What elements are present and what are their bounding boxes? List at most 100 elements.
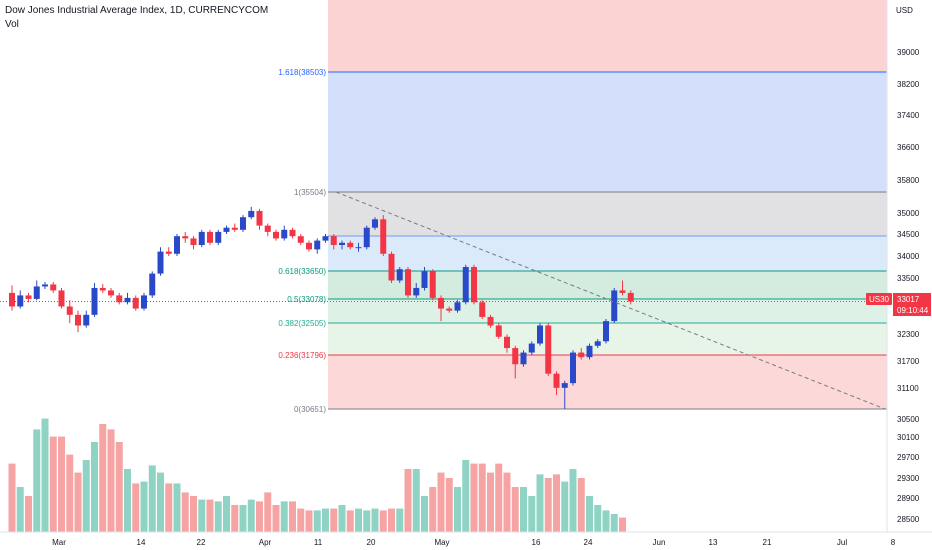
candle-body — [561, 383, 568, 388]
volume-bar — [454, 487, 461, 532]
candle-body — [124, 297, 131, 303]
candle-body — [42, 284, 48, 287]
volume-bar — [379, 510, 387, 532]
candle-body — [512, 348, 519, 365]
time-tick: 22 — [197, 538, 206, 547]
volume-bar — [511, 487, 519, 532]
candle-body — [495, 325, 502, 337]
volume-bar — [495, 463, 503, 532]
candle-body — [314, 240, 321, 250]
candle-body — [462, 267, 469, 303]
fib-label-0: 0(30651) — [294, 405, 326, 414]
time-tick: 8 — [891, 538, 896, 547]
volume-bar — [610, 514, 618, 532]
candle-body — [157, 251, 164, 274]
volume-bar — [280, 501, 288, 532]
price-axis[interactable]: USD 39000 38200 37400 36600 35800 35000 34500 34… — [866, 0, 931, 532]
price-tick: 37400 — [897, 111, 920, 120]
chart-title: Dow Jones Industrial Average Index, 1D, … — [5, 5, 269, 16]
volume-bar — [594, 505, 602, 532]
volume-bar — [437, 472, 445, 532]
candle-body — [198, 231, 205, 245]
time-tick: 13 — [709, 538, 718, 547]
price-tick: 32300 — [897, 330, 920, 339]
volume-bar — [503, 472, 511, 532]
candle-body — [182, 236, 189, 239]
volume-bar — [132, 483, 140, 532]
candle-body — [396, 269, 403, 281]
volume-bar — [247, 499, 255, 532]
time-tick: Apr — [259, 538, 272, 547]
volume-bar — [520, 487, 527, 532]
fib-label-0.618: 0.618(33650) — [278, 267, 326, 276]
fib-zone-7 — [328, 355, 887, 409]
candle-body — [83, 314, 90, 326]
volume-bar — [181, 492, 189, 532]
volume-bar — [148, 465, 156, 532]
volume-bar — [41, 418, 49, 532]
volume-bar — [322, 508, 329, 532]
candle-body — [537, 325, 543, 344]
candle-body — [603, 321, 609, 342]
candle-body — [454, 302, 461, 311]
fib-zone-4 — [328, 271, 887, 299]
volume-bar — [569, 469, 577, 532]
fib-label-0.382: 0.382(32505) — [278, 319, 326, 328]
countdown-value: 09:10:44 — [897, 306, 929, 315]
candle-body — [91, 287, 98, 315]
candle-body — [413, 287, 420, 296]
candle-body — [108, 290, 114, 296]
candle-body — [58, 290, 65, 307]
time-tick: May — [434, 538, 449, 547]
price-tick: 35000 — [897, 209, 920, 218]
fib-label-0.5: 0.5(33078) — [287, 295, 326, 304]
volume-bar — [66, 454, 74, 532]
candle-body — [586, 345, 593, 358]
candle-body — [388, 253, 395, 281]
candles — [9, 206, 634, 409]
candle-body — [240, 217, 246, 230]
volume-bar — [338, 505, 346, 532]
volume-bar — [429, 487, 437, 532]
time-tick: 21 — [763, 538, 772, 547]
volume-bar — [602, 510, 610, 532]
candle-body — [256, 210, 263, 226]
trendline-dashed — [335, 191, 886, 410]
candle-body — [429, 271, 436, 298]
candle-body — [594, 341, 601, 346]
candle-body — [347, 242, 354, 248]
candle-body — [627, 292, 634, 302]
time-tick: 16 — [532, 538, 541, 547]
symbol-badge — [866, 293, 892, 305]
trendline[interactable] — [335, 191, 886, 410]
volume-bar — [586, 496, 593, 532]
price-tick: 30500 — [897, 415, 920, 424]
candle-body — [322, 236, 329, 241]
time-tick: 11 — [314, 538, 323, 547]
volume-bar — [363, 510, 371, 532]
candle-body — [611, 290, 618, 322]
volume-bar — [25, 496, 32, 532]
candle-body — [264, 225, 271, 232]
volume-bar — [74, 472, 82, 532]
volume-bar — [124, 469, 131, 532]
candle-body — [207, 231, 213, 243]
candle-body — [190, 238, 197, 245]
volume-bar — [553, 474, 560, 532]
volume-bar — [99, 424, 107, 532]
time-axis[interactable]: Mar 14 22 Apr 11 20 May 16 24 Jun 13 21 Jul 8 — [0, 531, 932, 547]
candle-body — [372, 219, 378, 228]
volume-bar — [165, 483, 173, 532]
volume-bar — [8, 463, 16, 532]
candle-body — [297, 236, 304, 243]
volume-bar — [297, 508, 305, 532]
time-tick: 24 — [584, 538, 593, 547]
price-tick: 34000 — [897, 252, 920, 261]
candle-body — [520, 352, 527, 365]
volume-bar — [396, 508, 404, 532]
candle-body — [471, 267, 477, 303]
candle-body — [75, 314, 81, 326]
price-tick: 34500 — [897, 230, 920, 239]
candle-body — [306, 242, 312, 250]
